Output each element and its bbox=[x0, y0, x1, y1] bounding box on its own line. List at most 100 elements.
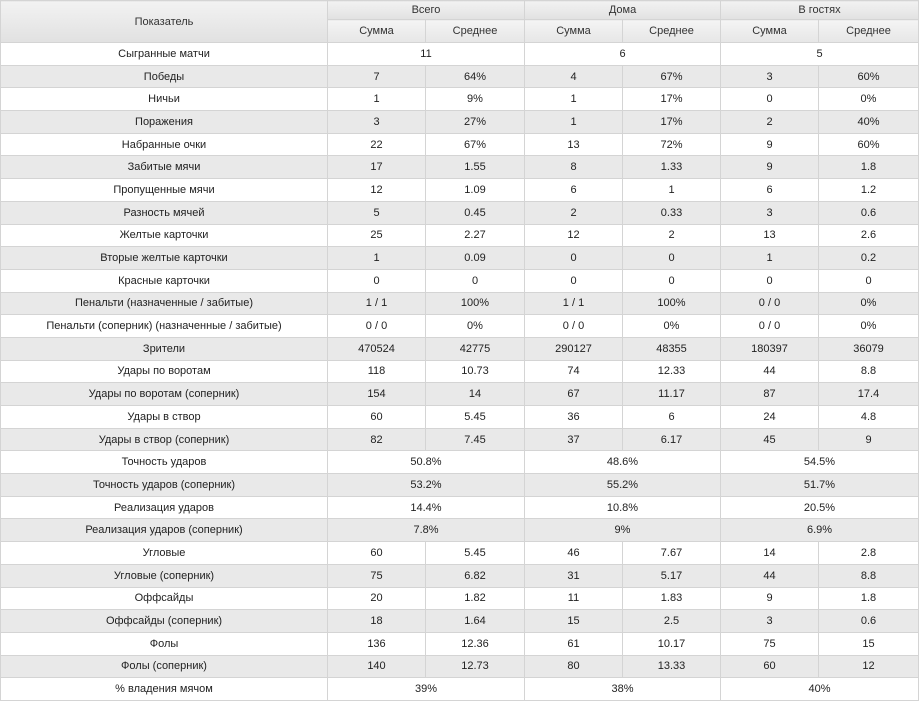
value-cell: 7.67 bbox=[622, 541, 721, 565]
value-cell: 0 / 0 bbox=[524, 314, 623, 338]
value-cell: 12 bbox=[327, 178, 426, 202]
value-cell: 60% bbox=[818, 64, 919, 89]
value-cell: 6 bbox=[524, 42, 721, 66]
value-cell: 0 / 0 bbox=[720, 291, 819, 316]
value-cell: 0% bbox=[818, 314, 919, 338]
value-cell: 11.17 bbox=[622, 382, 721, 406]
row-label: Пенальти (соперник) (назначенные / забит… bbox=[0, 314, 328, 338]
row-label: Пропущенные мячи bbox=[0, 178, 328, 202]
value-cell: 5 bbox=[720, 42, 919, 66]
value-cell: 1 / 1 bbox=[524, 291, 623, 316]
row-label: Угловые (соперник) bbox=[0, 563, 328, 588]
row-label: Удары в створ bbox=[0, 405, 328, 429]
row-label: Точность ударов (соперник) bbox=[0, 473, 328, 497]
value-cell: 40% bbox=[818, 110, 919, 134]
value-cell: 7.8% bbox=[327, 518, 525, 543]
value-cell: 8.8 bbox=[818, 359, 919, 384]
table-row: Зрители 470524 42775 290127 48355 180397 36079 bbox=[0, 336, 919, 361]
value-cell: 6.82 bbox=[425, 563, 525, 588]
value-cell: 2.6 bbox=[818, 223, 919, 248]
value-cell: 9 bbox=[818, 427, 919, 452]
table-row: Точность ударов 50.8% 48.6% 54.5% bbox=[0, 450, 919, 475]
value-cell: 38% bbox=[524, 677, 721, 701]
row-label: Ничьи bbox=[0, 87, 328, 112]
value-cell: 13 bbox=[524, 132, 623, 157]
sub-header-avg: Среднее bbox=[622, 19, 721, 43]
value-cell: 10.73 bbox=[425, 359, 525, 384]
value-cell: 2.8 bbox=[818, 541, 919, 565]
value-cell: 0% bbox=[818, 87, 919, 112]
value-cell: 17 bbox=[327, 155, 426, 180]
row-label: Удары по воротам bbox=[0, 359, 328, 384]
row-label: Набранные очки bbox=[0, 132, 328, 157]
value-cell: 0 / 0 bbox=[327, 314, 426, 338]
value-cell: 75 bbox=[720, 631, 819, 656]
row-label: Точность ударов bbox=[0, 450, 328, 475]
group-header-away: В гостях bbox=[720, 0, 919, 20]
value-cell: 36 bbox=[524, 405, 623, 429]
value-cell: 0 bbox=[720, 268, 819, 293]
value-cell: 1 / 1 bbox=[327, 291, 426, 316]
value-cell: 24 bbox=[720, 405, 819, 429]
value-cell: 2.27 bbox=[425, 223, 525, 248]
row-label: Реализация ударов bbox=[0, 495, 328, 520]
row-label: Угловые bbox=[0, 541, 328, 565]
value-cell: 67 bbox=[524, 382, 623, 406]
value-cell: 1 bbox=[524, 87, 623, 112]
value-cell: 1.64 bbox=[425, 609, 525, 633]
value-cell: 100% bbox=[622, 291, 721, 316]
value-cell: 136 bbox=[327, 631, 426, 656]
value-cell: 2 bbox=[720, 110, 819, 134]
value-cell: 5.45 bbox=[425, 541, 525, 565]
value-cell: 7.45 bbox=[425, 427, 525, 452]
value-cell: 7 bbox=[327, 64, 426, 89]
sub-header-avg: Среднее bbox=[818, 19, 919, 43]
value-cell: 0.09 bbox=[425, 246, 525, 270]
value-cell: 67% bbox=[425, 132, 525, 157]
value-cell: 100% bbox=[425, 291, 525, 316]
value-cell: 0.6 bbox=[818, 609, 919, 633]
value-cell: 6.17 bbox=[622, 427, 721, 452]
sub-header-sum: Сумма bbox=[720, 19, 819, 43]
row-label: Фолы bbox=[0, 631, 328, 656]
row-label: Удары в створ (соперник) bbox=[0, 427, 328, 452]
value-cell: 53.2% bbox=[327, 473, 525, 497]
value-cell: 0% bbox=[622, 314, 721, 338]
value-cell: 13.33 bbox=[622, 654, 721, 679]
value-cell: 67% bbox=[622, 64, 721, 89]
group-header-home: Дома bbox=[524, 0, 721, 20]
table-row: Пропущенные мячи 12 1.09 6 1 6 1.2 bbox=[0, 178, 919, 202]
value-cell: 5 bbox=[327, 200, 426, 225]
value-cell: 51.7% bbox=[720, 473, 919, 497]
value-cell: 46 bbox=[524, 541, 623, 565]
row-label: % владения мячом bbox=[0, 677, 328, 701]
row-label: Вторые желтые карточки bbox=[0, 246, 328, 270]
value-cell: 14 bbox=[720, 541, 819, 565]
table-row: Удары в створ (соперник) 82 7.45 37 6.17 45 9 bbox=[0, 427, 919, 452]
value-cell: 5.17 bbox=[622, 563, 721, 588]
value-cell: 18 bbox=[327, 609, 426, 633]
table-row: Ничьи 1 9% 1 17% 0 0% bbox=[0, 87, 919, 112]
value-cell: 64% bbox=[425, 64, 525, 89]
indicator-header: Показатель bbox=[0, 0, 328, 43]
value-cell: 1 bbox=[524, 110, 623, 134]
value-cell: 11 bbox=[524, 586, 623, 611]
table-row: Сыгранные матчи 11 6 5 bbox=[0, 42, 919, 66]
table-row: Пенальти (назначенные / забитые) 1 / 1 100… bbox=[0, 291, 919, 316]
value-cell: 31 bbox=[524, 563, 623, 588]
value-cell: 17.4 bbox=[818, 382, 919, 406]
row-label: Желтые карточки bbox=[0, 223, 328, 248]
row-label: Сыгранные матчи bbox=[0, 42, 328, 66]
value-cell: 118 bbox=[327, 359, 426, 384]
value-cell: 0 / 0 bbox=[720, 314, 819, 338]
value-cell: 3 bbox=[720, 64, 819, 89]
value-cell: 1.55 bbox=[425, 155, 525, 180]
value-cell: 45 bbox=[720, 427, 819, 452]
value-cell: 0 bbox=[425, 268, 525, 293]
value-cell: 0.6 bbox=[818, 200, 919, 225]
value-cell: 40% bbox=[720, 677, 919, 701]
table-body: Сыгранные матчи 11 6 5 Победы 7 64% 4 67% 3 60% Нич… bbox=[0, 42, 919, 701]
value-cell: 60 bbox=[327, 405, 426, 429]
row-label: Пенальти (назначенные / забитые) bbox=[0, 291, 328, 316]
table-row: Поражения 3 27% 1 17% 2 40% bbox=[0, 110, 919, 134]
